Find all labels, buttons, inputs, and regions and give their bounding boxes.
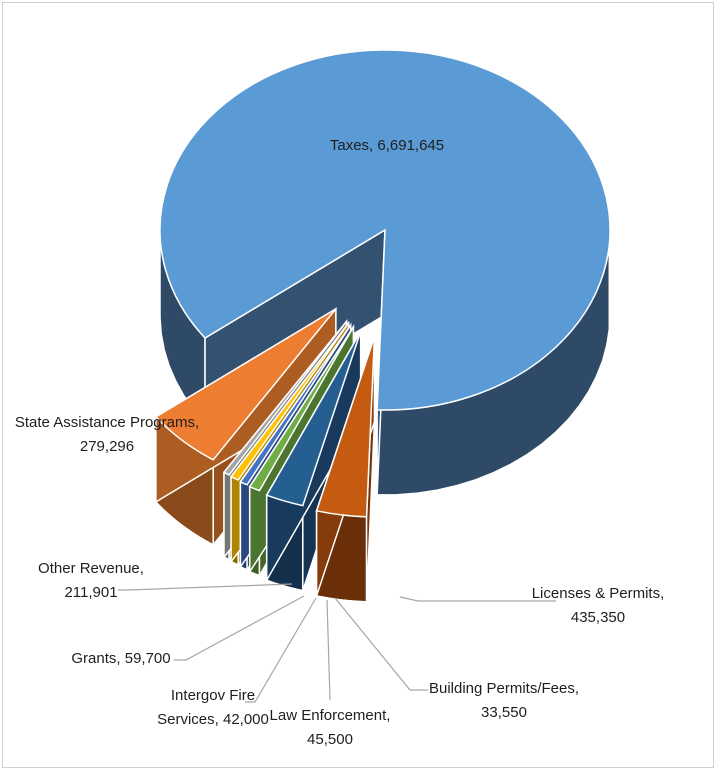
- label-taxes: Taxes, 6,691,645: [330, 137, 444, 154]
- pie-tops: [154, 49, 611, 518]
- slice-taxes: [159, 49, 611, 411]
- label-line: State Assistance Programs,: [15, 414, 199, 431]
- leader-other-revenue: [118, 583, 293, 591]
- slice-state-assistance-programs: [315, 336, 376, 518]
- slice-building-permits-fees: [222, 320, 348, 476]
- leader-lines: [118, 583, 556, 703]
- label-line: 435,350: [571, 609, 625, 626]
- label-line: Building Permits/Fees,: [429, 680, 579, 697]
- label-grants: Grants, 59,700: [71, 650, 170, 667]
- label-licenses-permits: Licenses & Permits, 435,350: [532, 585, 665, 626]
- slice-licenses-permits: [154, 308, 337, 461]
- label-intergov-fire-services: Intergov Fire Services, 42,000: [157, 687, 269, 728]
- label-line: Services, 42,000: [157, 711, 269, 728]
- label-line: Other Revenue,: [38, 560, 144, 577]
- leader-grants: [174, 595, 305, 661]
- leader-law-enforcement: [326, 599, 331, 701]
- slice-intergov-fire-services: [239, 324, 352, 486]
- label-line: 33,550: [481, 704, 527, 721]
- label-line: Grants, 59,700: [71, 650, 170, 667]
- leader-intergov-fire-services: [245, 597, 317, 703]
- label-state-assistance-programs: State Assistance Programs, 279,296: [15, 414, 199, 455]
- label-building-permits-fees: Building Permits/Fees, 33,550: [429, 680, 579, 721]
- slice-grants: [248, 326, 355, 492]
- label-line: Law Enforcement,: [270, 707, 391, 724]
- label-line: Taxes, 6,691,645: [330, 137, 444, 154]
- slice-other-revenue: [265, 331, 362, 507]
- label-line: 279,296: [80, 438, 134, 455]
- label-law-enforcement: Law Enforcement, 45,500: [270, 707, 391, 748]
- slice-law-enforcement: [229, 322, 350, 481]
- label-other-revenue: Other Revenue, 211,901: [38, 560, 144, 601]
- label-line: Intergov Fire: [171, 687, 255, 704]
- label-line: 45,500: [307, 731, 353, 748]
- leader-licenses-permits: [399, 596, 556, 602]
- label-line: 211,901: [64, 584, 117, 601]
- slice-labels: Taxes, 6,691,645 Licenses & Permits, 435,3…: [15, 137, 664, 748]
- label-line: Licenses & Permits,: [532, 585, 665, 602]
- leader-building-permits-fees: [334, 597, 428, 691]
